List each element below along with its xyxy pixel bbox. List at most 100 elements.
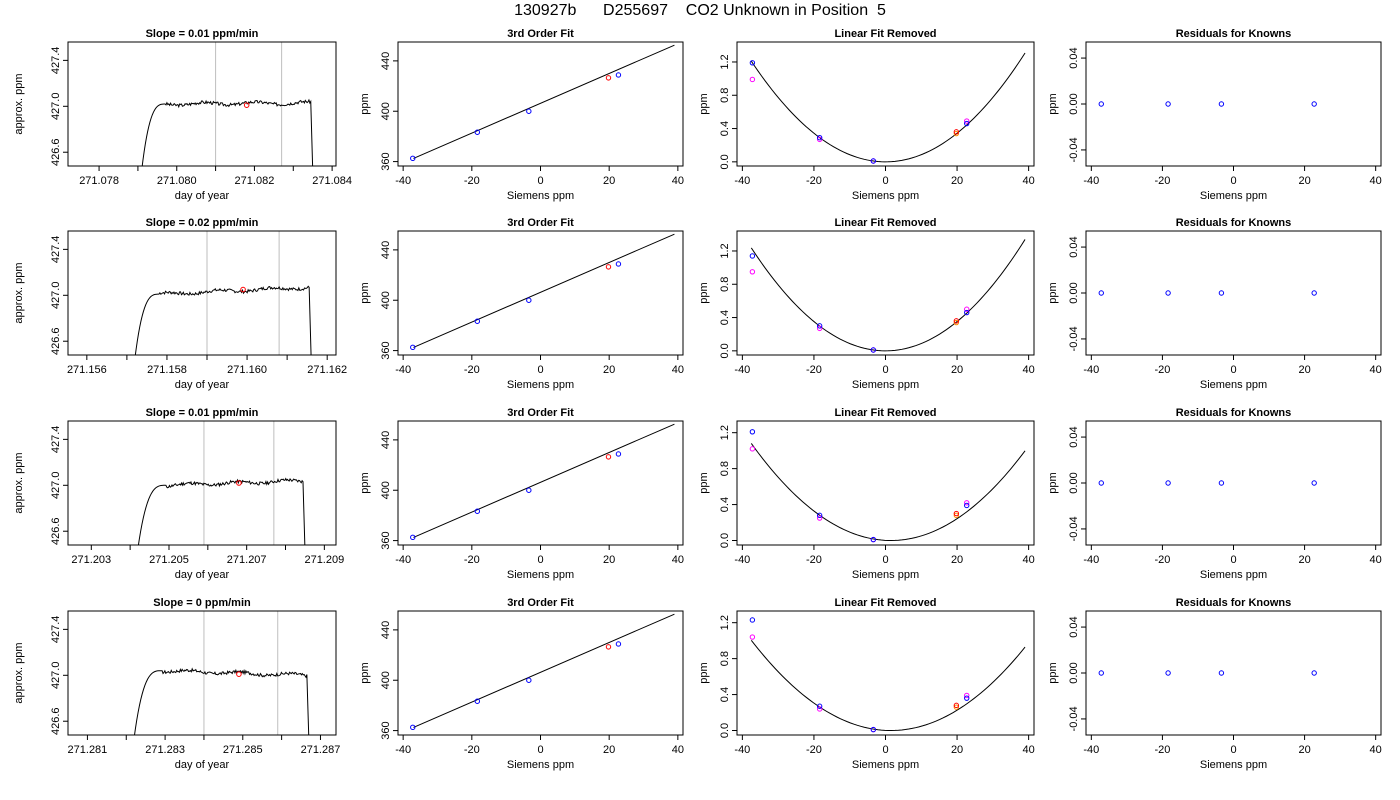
y-tick-label: 426.6 [50, 327, 62, 355]
x-tick-label: 271.078 [79, 175, 119, 187]
y-tick-label: 426.6 [50, 707, 62, 735]
x-tick-label: 20 [1298, 364, 1310, 376]
y-axis-label: ppm [1047, 282, 1059, 303]
known-point [1311, 290, 1317, 296]
known-point [526, 487, 532, 493]
panel-r2-c2: 3rd Order Fit -40 -20 0 20 40 360 400 440 Siemens… [359, 217, 684, 391]
y-tick-label: -0.04 [1068, 706, 1080, 731]
x-tick-label: -20 [806, 364, 822, 376]
x-tick-label: 0 [1230, 554, 1236, 566]
panel-frame [397, 41, 684, 167]
alt-point [749, 269, 756, 275]
y-tick-label: 427.0 [50, 662, 62, 690]
x-tick-label: -40 [1083, 744, 1099, 756]
figure-title: 130927b D255697 CO2 Unknown in Position … [514, 2, 886, 19]
panel-frame [67, 230, 337, 356]
x-tick-label: 0 [882, 554, 888, 566]
y-tick-label: 427.0 [50, 472, 62, 500]
x-tick-label: -20 [464, 175, 480, 187]
orange-point [953, 319, 960, 326]
y-axis-label: ppm [698, 282, 710, 303]
panel-r1-c2: 3rd Order Fit -40 -20 0 20 40 360 400 440 Siemens… [359, 28, 684, 202]
y-tick-label: 1.2 [719, 54, 731, 69]
panel-title: 3rd Order Fit [507, 28, 574, 40]
x-axis-label: day of year [175, 379, 230, 391]
y-axis-label: ppm [359, 282, 371, 303]
panel-r2-c3: Linear Fit Removed -40 -20 0 20 40 0.0 0.4 0.8 1.… [698, 217, 1035, 391]
y-tick-label: 400 [380, 291, 392, 309]
panel-content [749, 52, 1026, 164]
y-tick-label: 1.2 [719, 615, 731, 630]
fit-curve [750, 640, 1026, 732]
known-point [615, 261, 622, 267]
x-tick-label: -40 [734, 554, 750, 566]
x-tick-label: -40 [1083, 175, 1099, 187]
panel-title: Linear Fit Removed [834, 28, 936, 40]
panel-title: Residuals for Knowns [1176, 217, 1292, 229]
known-point [1098, 101, 1104, 107]
panel-frame [1085, 41, 1382, 167]
panel-title: 3rd Order Fit [507, 597, 574, 609]
panel-frame [397, 420, 684, 546]
x-axis-label: day of year [175, 759, 230, 771]
y-tick-label: 0.04 [1068, 47, 1080, 68]
known-point [1165, 101, 1171, 107]
x-tick-label: -20 [806, 744, 822, 756]
x-tick-label: 20 [951, 175, 963, 187]
panel-r4-c4: Residuals for Knowns -40 -20 0 20 40 -0.04 0.00… [1047, 597, 1382, 771]
x-tick-label: -20 [464, 744, 480, 756]
y-tick-label: 0.0 [719, 154, 731, 169]
panel-title: Slope = 0.01 ppm/min [146, 407, 259, 419]
panel-content [749, 429, 1026, 543]
y-tick-label: 360 [380, 531, 392, 549]
x-tick-label: 40 [1023, 175, 1035, 187]
y-tick-label: 440 [380, 431, 392, 449]
panel-frame [397, 610, 684, 736]
y-tick-label: 0.0 [719, 723, 731, 738]
panel-r4-c1: Slope = 0 ppm/min 271.281 271.283 271.285 27… [13, 597, 340, 771]
y-tick-label: -0.04 [1068, 137, 1080, 162]
x-axis-label: Siemens ppm [507, 190, 574, 202]
known-point [816, 135, 823, 141]
alt-point [816, 515, 823, 521]
x-tick-label: -20 [464, 554, 480, 566]
x-tick-label: 271.080 [157, 175, 197, 187]
x-tick-label: 271.158 [147, 364, 187, 376]
y-tick-label: 400 [380, 102, 392, 120]
x-tick-label: 0 [537, 364, 543, 376]
alt-point [749, 634, 756, 640]
x-tick-label: 20 [603, 364, 615, 376]
known-point [964, 120, 970, 127]
x-tick-label: 20 [603, 554, 615, 566]
unknown-point [605, 454, 612, 460]
y-tick-label: 427.0 [50, 93, 62, 121]
x-tick-label: 0 [882, 175, 888, 187]
x-axis-label: Siemens ppm [852, 759, 919, 771]
x-tick-label: 20 [1298, 554, 1310, 566]
x-axis-label: Siemens ppm [507, 569, 574, 581]
y-tick-label: 360 [380, 341, 392, 359]
y-axis-label: ppm [1047, 472, 1059, 493]
unknown-sample-marker [240, 286, 246, 293]
x-axis-label: Siemens ppm [507, 379, 574, 391]
fit-line [413, 423, 675, 538]
panel-r1-c4: Residuals for Knowns -40 -20 0 20 40 -0.04 0.00… [1047, 28, 1382, 202]
x-axis-label: Siemens ppm [852, 190, 919, 202]
x-tick-label: 271.287 [301, 744, 341, 756]
panel-content [410, 613, 675, 731]
orange-point [953, 704, 960, 710]
panel-r1-c1: Slope = 0.01 ppm/min 271.078 271.080 271.08… [13, 28, 352, 202]
y-tick-label: 360 [380, 721, 392, 739]
x-tick-label: 271.283 [145, 744, 185, 756]
x-tick-label: 271.209 [304, 554, 344, 566]
panel-title: 3rd Order Fit [507, 407, 574, 419]
y-tick-label: 426.6 [50, 517, 62, 545]
panel-title: Linear Fit Removed [834, 407, 936, 419]
panel-frame [67, 41, 337, 167]
known-point [474, 318, 481, 324]
y-tick-label: 0.4 [719, 121, 731, 136]
known-point [474, 698, 481, 704]
x-tick-label: -40 [1083, 554, 1099, 566]
y-tick-label: 1.2 [719, 243, 731, 258]
y-tick-label: 427.4 [50, 47, 62, 75]
